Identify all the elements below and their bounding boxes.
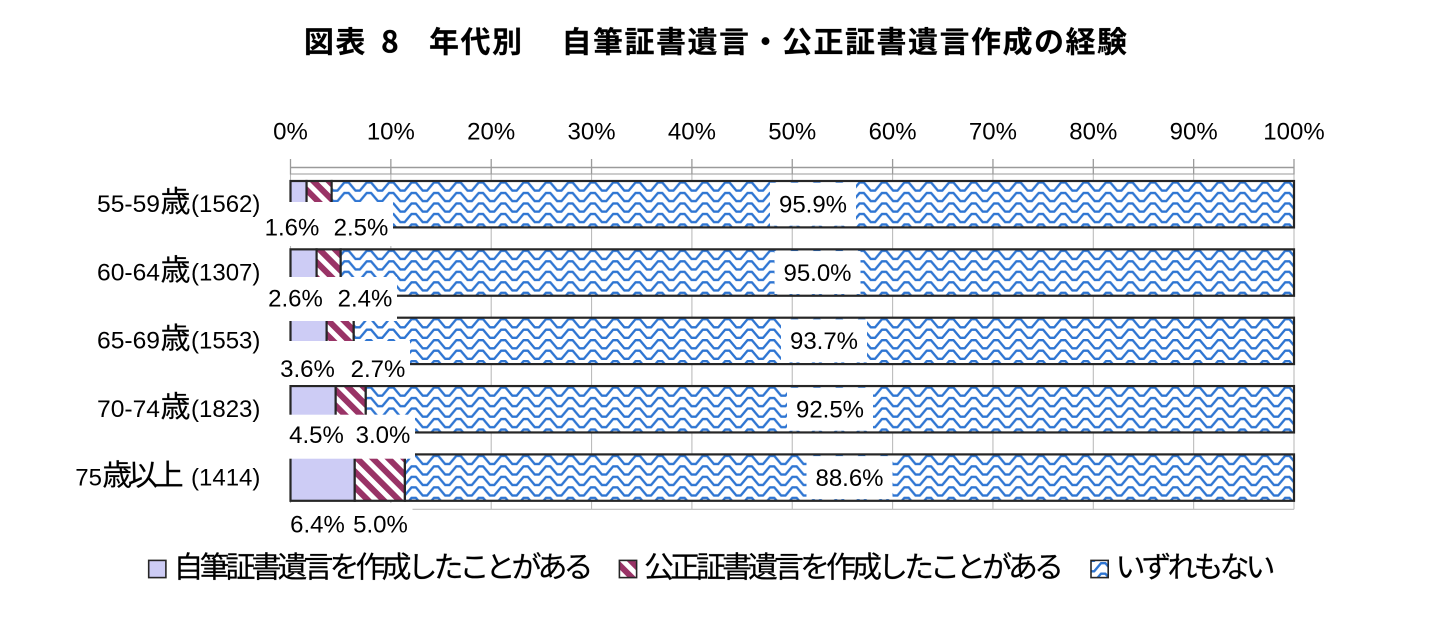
svg-text:88.6%: 88.6% — [815, 465, 883, 492]
svg-text:2.6%: 2.6% — [268, 286, 323, 313]
svg-text:1.6%: 1.6% — [265, 215, 320, 242]
svg-text:30%: 30% — [568, 119, 616, 146]
svg-text:10%: 10% — [367, 119, 415, 146]
svg-text:(1414): (1414) — [191, 464, 260, 491]
svg-text:60%: 60% — [869, 119, 917, 146]
svg-text:70-74: 70-74 — [97, 396, 160, 423]
svg-text:40%: 40% — [668, 119, 716, 146]
svg-text:2.7%: 2.7% — [351, 356, 406, 383]
svg-text:100%: 100% — [1263, 119, 1324, 146]
svg-text:50%: 50% — [768, 119, 816, 146]
svg-text:92.5%: 92.5% — [796, 396, 864, 423]
svg-text:90%: 90% — [1170, 119, 1218, 146]
svg-text:2.4%: 2.4% — [338, 286, 393, 313]
svg-text:80%: 80% — [1069, 119, 1117, 146]
svg-text:2.5%: 2.5% — [334, 215, 389, 242]
svg-text:75: 75 — [75, 464, 102, 491]
svg-text:20%: 20% — [467, 119, 515, 146]
svg-text:3.6%: 3.6% — [280, 356, 335, 383]
svg-text:(1562): (1562) — [191, 191, 260, 218]
svg-text:0%: 0% — [273, 119, 308, 146]
svg-text:(1553): (1553) — [191, 328, 260, 355]
svg-text:95.0%: 95.0% — [783, 260, 851, 287]
svg-text:3.0%: 3.0% — [356, 422, 411, 449]
svg-text:(1307): (1307) — [191, 259, 260, 286]
svg-text:70%: 70% — [969, 119, 1017, 146]
svg-text:95.9%: 95.9% — [779, 191, 847, 218]
svg-text:55-59: 55-59 — [97, 191, 160, 218]
svg-text:(1823): (1823) — [191, 396, 260, 423]
svg-text:4.5%: 4.5% — [289, 422, 344, 449]
svg-text:65-69: 65-69 — [97, 328, 160, 355]
svg-text:93.7%: 93.7% — [790, 328, 858, 355]
svg-text:5.0%: 5.0% — [353, 512, 408, 539]
svg-text:6.4%: 6.4% — [290, 512, 345, 539]
svg-text:60-64: 60-64 — [97, 259, 160, 286]
